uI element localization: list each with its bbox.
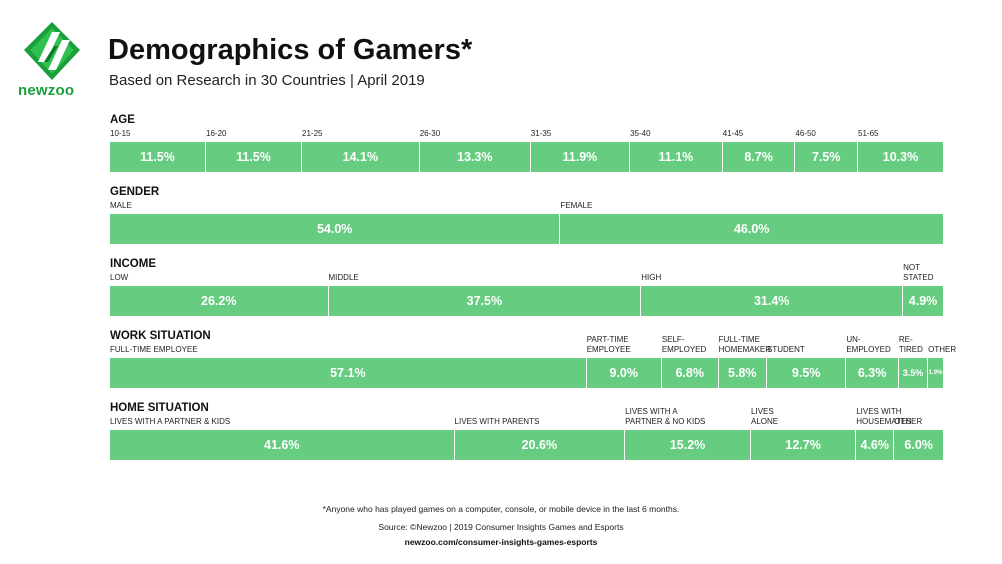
bar-segment-income-low: 26.2% xyxy=(110,286,329,316)
category-label-home-situation-lives-with-a-partner-kids: LIVES WITH A PARTNER & KIDS xyxy=(110,416,231,426)
category-label-age-51-65: 51-65 xyxy=(858,128,879,138)
source-line: Source: ©Newzoo | 2019 Consumer Insights… xyxy=(378,522,624,532)
category-label-gender-male: MALE xyxy=(110,200,132,210)
bar-segment-work-situation-self-employed: 6.8% xyxy=(661,358,719,388)
category-label-work-situation-full-time-employee: FULL-TIME EMPLOYEE xyxy=(110,344,198,354)
demographics-chart: AGE 10-15 11.5% 16-20 11.5% 21-25 14.1% 26-30 13… xyxy=(110,114,957,460)
category-label-home-situation-other: OTHER xyxy=(894,416,923,426)
category-label-work-situation-student: STUDENT xyxy=(767,344,805,354)
bar-segment-work-situation-re-tired: 3.5% xyxy=(898,358,929,388)
category-label-work-situation-other: OTHER xyxy=(928,344,957,354)
category-label-income-middle: MIDDLE xyxy=(328,272,359,282)
logo-text: newzoo xyxy=(18,82,75,99)
bar-segment-work-situation-full-time-homemaker: 5.8% xyxy=(718,358,767,388)
bar-segment-work-situation-part-time-employee: 9.0% xyxy=(586,358,662,388)
category-label-age-41-45: 41-45 xyxy=(722,128,744,138)
bar-segment-age-31-35: 11.9% xyxy=(530,142,631,172)
bar-segment-home-situation-lives-with-parents: 20.6% xyxy=(454,430,626,460)
bar-segment-work-situation-un-employed: 6.3% xyxy=(846,358,899,388)
source-url[interactable]: newzoo.com/consumer-insights-games-espor… xyxy=(404,537,598,547)
section-title-age: AGE xyxy=(110,114,135,126)
bar-segment-home-situation-lives-with-housemates: 4.6% xyxy=(856,430,895,460)
category-label-work-situation-full-time-homemaker: FULL-TIME HOMEMAKER xyxy=(718,335,772,354)
category-label-home-situation-lives-alone: LIVES ALONE xyxy=(751,407,779,426)
category-label-age-10-15: 10-15 xyxy=(110,128,131,138)
category-label-work-situation-re-tired: RE- TIRED xyxy=(898,335,923,354)
bar-segment-home-situation-lives-with-a-partner-kids: 41.6% xyxy=(110,430,455,460)
category-label-age-16-20: 16-20 xyxy=(206,128,227,138)
bar-segment-age-35-40: 11.1% xyxy=(630,142,723,172)
category-label-home-situation-lives-with-housemates: LIVES WITH HOUSEMATES xyxy=(856,407,912,426)
section-title-gender: GENDER xyxy=(110,186,160,198)
bar-segment-work-situation-full-time-employee: 57.1% xyxy=(110,358,587,388)
bar-segment-home-situation-lives-with-a-partner-no-kids: 15.2% xyxy=(625,430,752,460)
bar-segment-income-high: 31.4% xyxy=(641,286,904,316)
bar-segment-age-21-25: 14.1% xyxy=(302,142,420,172)
category-label-home-situation-lives-with-parents: LIVES WITH PARENTS xyxy=(454,416,540,426)
bar-segment-gender-female: 46.0% xyxy=(560,214,944,244)
bar-segment-income-not-stated: 4.9% xyxy=(903,286,944,316)
bar-segment-age-10-15: 11.5% xyxy=(110,142,206,172)
section-title-work-situation: WORK SITUATION xyxy=(110,330,211,342)
category-label-work-situation-un-employed: UN- EMPLOYED xyxy=(846,335,891,354)
category-label-income-low: LOW xyxy=(110,272,129,282)
newzoo-logo-icon xyxy=(24,22,80,80)
bar-segment-age-51-65: 10.3% xyxy=(858,142,944,172)
bar-segment-age-41-45: 8.7% xyxy=(722,142,796,172)
bar-segment-age-16-20: 11.5% xyxy=(206,142,302,172)
bar-segment-age-46-50: 7.5% xyxy=(795,142,858,172)
category-label-age-26-30: 26-30 xyxy=(419,128,441,138)
bar-segment-work-situation-other: 1.9% xyxy=(928,358,944,388)
page-subtitle: Based on Research in 30 Countries | Apri… xyxy=(109,72,425,89)
page-title: Demographics of Gamers* xyxy=(108,34,473,66)
category-label-age-21-25: 21-25 xyxy=(302,128,323,138)
category-label-work-situation-part-time-employee: PART-TIME EMPLOYEE xyxy=(586,335,631,354)
bar-segment-income-middle: 37.5% xyxy=(328,286,642,316)
category-label-work-situation-self-employed: SELF- EMPLOYED xyxy=(661,335,707,354)
category-label-age-46-50: 46-50 xyxy=(795,128,816,138)
category-label-income-high: HIGH xyxy=(641,272,662,282)
bar-segment-gender-male: 54.0% xyxy=(110,214,561,244)
bar-segment-work-situation-student: 9.5% xyxy=(767,358,847,388)
header: newzoo Demographics of Gamers* Based on … xyxy=(0,0,1002,110)
category-label-income-not-stated: NOT STATED xyxy=(903,263,934,282)
section-title-income: INCOME xyxy=(110,258,156,270)
footnote: *Anyone who has played games on a comput… xyxy=(322,504,680,514)
category-label-gender-female: FEMALE xyxy=(560,200,593,210)
section-title-home-situation: HOME SITUATION xyxy=(110,402,209,414)
category-label-age-31-35: 31-35 xyxy=(530,128,552,138)
bar-segment-age-26-30: 13.3% xyxy=(419,142,531,172)
bar-segment-home-situation-other: 6.0% xyxy=(894,430,944,460)
category-label-home-situation-lives-with-a-partner-no-kids: LIVES WITH A PARTNER & NO KIDS xyxy=(625,407,706,426)
category-label-age-35-40: 35-40 xyxy=(630,128,651,138)
bar-segment-home-situation-lives-alone: 12.7% xyxy=(751,430,857,460)
